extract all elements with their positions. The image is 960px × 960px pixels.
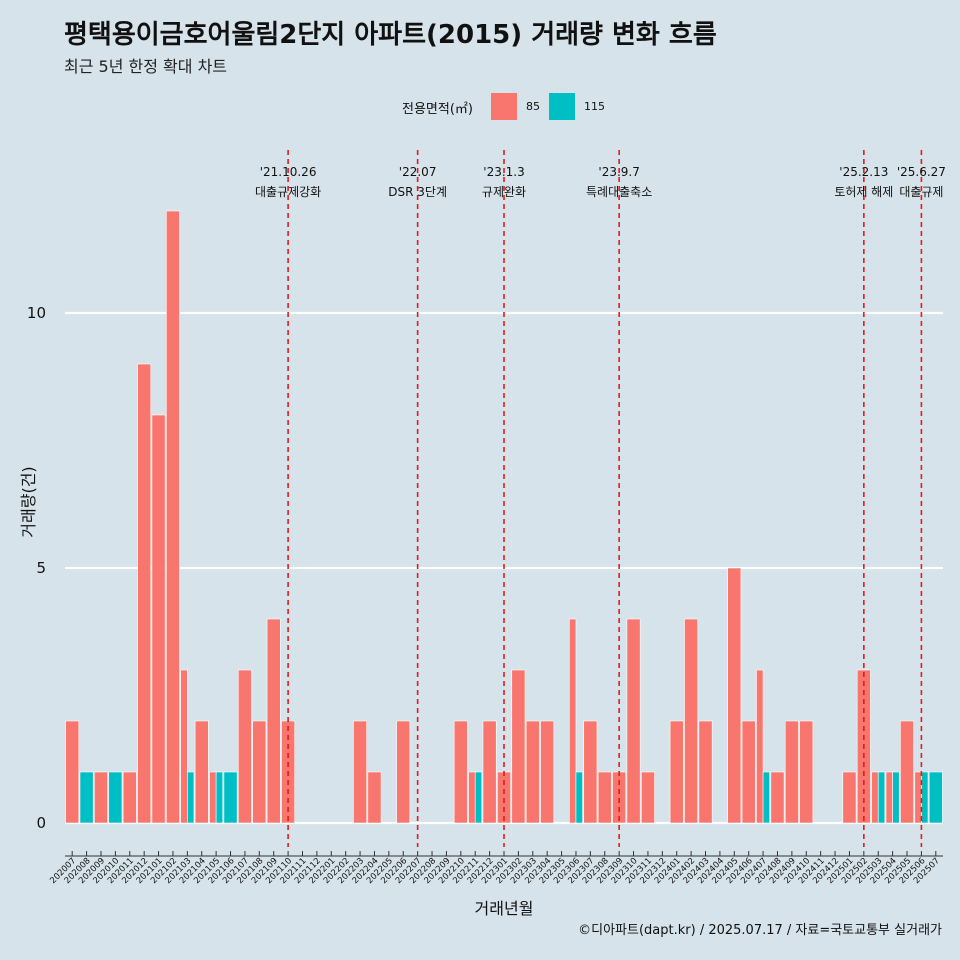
bar-85-202105: [209, 771, 217, 824]
bar-85-202410: [799, 720, 814, 824]
event-name-label: 대출규제: [899, 185, 943, 199]
bar-115-202504: [892, 771, 900, 824]
bar-85-202310: [626, 618, 641, 824]
bar-85-202211: [468, 771, 476, 824]
bar-85-202109: [266, 618, 281, 824]
legend-swatch-85: [491, 93, 517, 120]
bar-85-202309: [612, 771, 627, 824]
bar-85-202206: [396, 720, 411, 824]
bar-85-202402: [684, 618, 699, 824]
y-tick-label: 10: [27, 304, 46, 322]
bar-115-202103: [187, 771, 195, 824]
event-date-label: '21.10.26: [260, 165, 317, 179]
chart-title: 평택용이금호어울림2단지 아파트(2015) 거래량 변화 흐름: [64, 20, 717, 50]
bar-115-202306: [575, 771, 583, 824]
event-date-label: '25.6.27: [897, 165, 946, 179]
bar-85-202405: [727, 567, 742, 824]
bar-85-202009: [94, 771, 108, 824]
bar-115-202010: [108, 771, 123, 824]
bar-85-202403: [698, 720, 713, 824]
bar-85-202101: [151, 414, 166, 824]
bar-85-202011: [122, 771, 137, 824]
bar-85-202102: [166, 210, 180, 824]
bar-85-202107: [237, 669, 252, 824]
bar-85-202505: [900, 720, 914, 824]
bar-85-202301: [497, 771, 511, 824]
bar-85-202311: [641, 771, 655, 824]
bar-85-202409: [784, 720, 799, 824]
legend-title: 전용면적(㎡): [402, 102, 473, 117]
bar-85-202007: [65, 720, 80, 824]
event-date-label: '23.9.7: [598, 165, 639, 179]
bar-85-202203: [353, 720, 367, 824]
bar-85-202408: [770, 771, 785, 824]
bar-115-202506: [921, 771, 929, 824]
bar-85-202103: [180, 669, 188, 824]
x-axis-title: 거래년월: [475, 899, 534, 918]
y-tick-label: 0: [36, 814, 46, 832]
event-date-label: '25.2.13: [839, 165, 888, 179]
bar-115-202105: [215, 771, 224, 824]
event-name-label: 토허제 해제: [834, 185, 893, 199]
event-date-label: '23.1.3: [483, 165, 524, 179]
bar-85-202212: [482, 720, 497, 824]
bar-115-202106: [223, 771, 238, 824]
event-layer: '21.10.26 대출규제강화 '22.07 DSR 3단계 '23.1.3 규제완화 '…: [255, 150, 946, 847]
bar-85-202506: [914, 771, 922, 824]
source-caption: ©디아파트(dapt.kr) / 2025.07.17 / 자료=국토교통부 실…: [578, 923, 942, 938]
legend-label-85: 85: [526, 100, 540, 113]
legend-swatch-115: [549, 93, 575, 120]
bar-85-202406: [741, 720, 756, 824]
bar-115-202211: [474, 771, 483, 824]
bar-85-202407: [756, 669, 764, 824]
bar-85-202308: [597, 771, 612, 824]
bar-85-202104: [194, 720, 209, 824]
y-axis-title: 거래량(건): [19, 466, 38, 537]
bar-85-202307: [583, 720, 598, 824]
bar-85-202503: [871, 771, 879, 824]
event-name-label: DSR 3단계: [388, 185, 447, 199]
event-date-label: '22.07: [399, 165, 437, 179]
bar-85-202504: [885, 771, 893, 824]
bar-layer: [65, 210, 943, 824]
bar-115-202503: [877, 771, 886, 824]
legend-label-115: 115: [584, 100, 605, 113]
y-tick-label: 5: [36, 559, 46, 577]
chart-subtitle: 최근 5년 한정 확대 차트: [64, 57, 228, 76]
bar-85-202204: [367, 771, 382, 824]
bar-85-202012: [137, 363, 152, 824]
bar-85-202306: [569, 618, 577, 824]
bar-85-202108: [252, 720, 267, 824]
bar-115-202407: [762, 771, 771, 824]
legend: 전용면적(㎡) 85 115: [0, 93, 960, 121]
bar-115-202008: [79, 771, 94, 824]
bar-115-202507: [928, 771, 943, 824]
event-name-label: 대출규제강화: [255, 185, 321, 199]
bar-85-202303: [525, 720, 540, 824]
bar-85-202210: [453, 720, 468, 824]
bar-85-202501: [842, 771, 857, 824]
bar-85-202302: [511, 669, 526, 824]
bar-85-202401: [669, 720, 684, 824]
event-name-label: 특례대출축소: [586, 185, 652, 199]
axis-layer: 0510202007202008202009202010202011202012…: [27, 304, 943, 886]
event-name-label: 규제완화: [482, 185, 526, 199]
bar-85-202304: [540, 720, 555, 824]
